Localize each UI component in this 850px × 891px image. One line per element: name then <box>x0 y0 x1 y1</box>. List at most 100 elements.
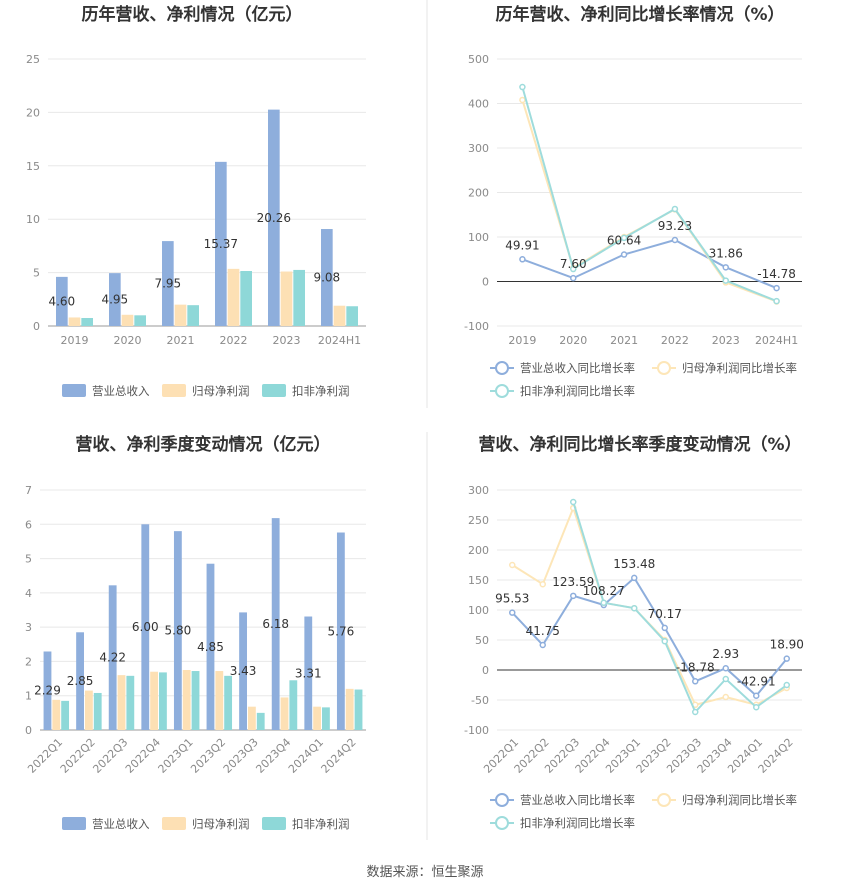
data-label: 3.43 <box>230 664 257 678</box>
data-point <box>692 708 699 716</box>
y-tick-label: 0 <box>25 724 32 737</box>
x-tick-label: 2022 <box>220 334 248 347</box>
data-label: 4.22 <box>99 651 126 665</box>
x-tick-label: 2023Q1 <box>156 736 196 776</box>
y-tick-label: 200 <box>468 544 489 557</box>
data-label: 153.48 <box>613 557 655 571</box>
legend-label: 归母净利润同比增长率 <box>682 793 797 807</box>
y-tick-label: 2 <box>25 655 32 668</box>
legend-label: 营业总收入同比增长率 <box>520 361 635 375</box>
data-point <box>519 96 526 104</box>
bar-revenue <box>239 612 247 730</box>
y-tick-label: -100 <box>464 320 489 333</box>
y-tick-label: 250 <box>468 514 489 527</box>
data-label: 7.60 <box>560 257 587 271</box>
data-point <box>773 284 780 292</box>
data-label: 20.26 <box>257 211 291 225</box>
data-point <box>661 624 668 632</box>
y-tick-label: -100 <box>464 724 489 737</box>
data-point <box>570 592 577 600</box>
bar-deducted-profit <box>289 680 298 730</box>
x-tick-label: 2022Q1 <box>25 736 65 776</box>
x-tick-label: 2022 <box>661 334 689 347</box>
legend-label: 扣非净利润同比增长率 <box>520 384 635 398</box>
bar-deducted-profit <box>61 700 70 730</box>
x-tick-label: 2024H1 <box>755 334 798 347</box>
data-point <box>753 692 760 699</box>
data-label: 9.08 <box>313 271 340 285</box>
bar-net-profit <box>52 699 61 730</box>
data-label: 2.29 <box>34 684 61 698</box>
bar-deducted-profit <box>256 712 265 730</box>
annual-revenue-profit-bar-chart: 历年营收、净利情况（亿元） 0 5 10 15 20 25 2019 2020 2021 2022 2… <box>26 4 366 398</box>
data-point <box>783 655 790 662</box>
bar-net-profit <box>121 314 134 326</box>
x-tick-label: 2022Q3 <box>90 736 130 776</box>
legend-swatch-marker <box>495 384 509 398</box>
x-tick-label: 2024H1 <box>318 334 361 347</box>
data-label: 15.37 <box>204 237 238 251</box>
bar-net-profit <box>280 271 293 326</box>
data-point <box>570 265 577 273</box>
data-label: 7.95 <box>154 277 181 291</box>
data-point <box>722 664 729 672</box>
y-tick-label: -50 <box>471 694 489 707</box>
legend-swatch-marker <box>657 793 671 807</box>
bar-revenue <box>271 518 280 730</box>
legend-label: 营业总收入 <box>92 384 150 398</box>
y-tick-label: 200 <box>468 187 489 200</box>
y-tick-label: 10 <box>26 213 40 226</box>
x-tick-label: 2019 <box>508 334 536 347</box>
x-tick-label: 2022Q2 <box>58 736 98 776</box>
series-line-revenue-growth <box>522 238 777 290</box>
bar-deducted-profit <box>293 269 305 326</box>
chart-title: 营收、净利季度变动情况（亿元） <box>76 434 331 455</box>
data-label: 70.17 <box>648 607 682 621</box>
data-label: -42.91 <box>737 675 776 689</box>
data-point <box>722 675 729 683</box>
data-point <box>631 604 638 612</box>
y-tick-label: 300 <box>468 484 489 497</box>
x-tick-label: 2021 <box>610 334 638 347</box>
data-label: 6.18 <box>262 617 289 631</box>
y-tick-label: 150 <box>468 574 489 587</box>
bar-revenue <box>76 632 84 730</box>
bar-revenue <box>215 161 227 326</box>
x-tick-label: 2024Q1 <box>286 736 326 776</box>
data-point <box>661 637 668 645</box>
bar-deducted-profit <box>346 306 358 326</box>
legend-label: 营业总收入同比增长率 <box>520 793 635 807</box>
data-point <box>631 574 638 582</box>
data-point <box>509 561 516 569</box>
y-tick-label: 7 <box>25 484 32 497</box>
y-tick-label: 5 <box>33 267 40 280</box>
data-label: 2.85 <box>67 674 94 688</box>
data-point <box>722 277 729 284</box>
bar-net-profit <box>227 268 240 326</box>
data-point <box>671 205 679 213</box>
y-tick-label: 1 <box>25 690 32 703</box>
y-tick-label: 0 <box>482 664 489 677</box>
y-tick-label: 15 <box>26 160 40 173</box>
bar-deducted-profit <box>159 672 167 730</box>
bar-deducted-profit <box>187 305 199 326</box>
data-point <box>539 641 546 649</box>
legend-label: 扣非净利润 <box>292 384 350 398</box>
series-line-deducted-profit-growth <box>521 86 777 303</box>
data-label: 41.75 <box>526 624 560 638</box>
data-point <box>620 234 628 242</box>
bar-net-profit <box>68 317 81 326</box>
y-tick-label: 400 <box>468 98 489 111</box>
y-tick-label: 50 <box>475 634 489 647</box>
bar-net-profit <box>182 670 191 730</box>
bar-revenue <box>108 585 117 730</box>
quarterly-growth-rate-line-chart: 营收、净利同比增长率季度变动情况（%） -100 -50 0 50 100 150 200 25… <box>464 434 804 830</box>
data-point <box>783 681 790 689</box>
legend-label: 归母净利润同比增长率 <box>682 361 797 375</box>
bar-deducted-profit <box>354 689 363 730</box>
y-tick-label: 300 <box>468 142 489 155</box>
legend-label: 扣非净利润同比增长率 <box>520 816 635 830</box>
bar-deducted-profit <box>126 675 135 730</box>
data-point <box>600 599 607 607</box>
y-tick-label: 25 <box>26 53 40 66</box>
